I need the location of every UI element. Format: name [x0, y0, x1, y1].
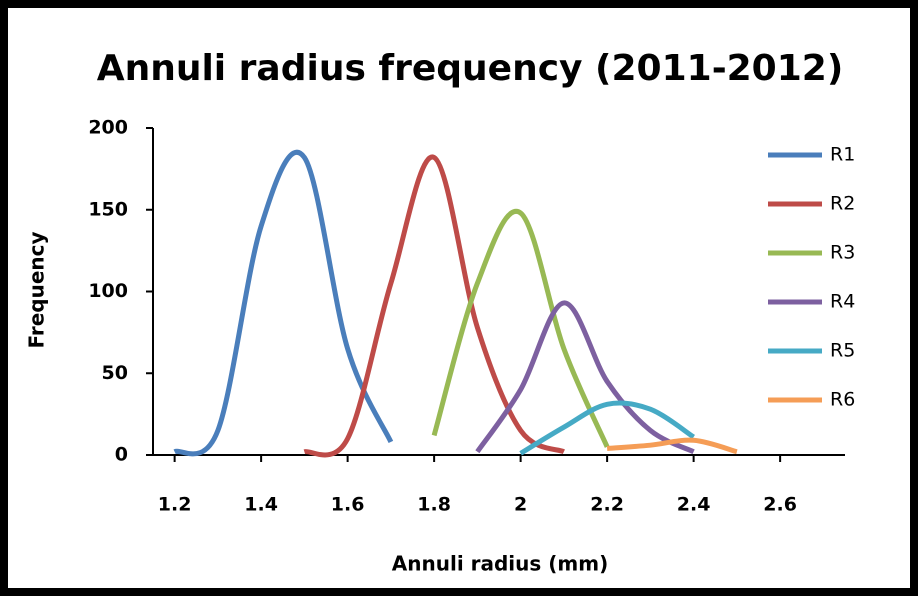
x-tick-label: 1.6	[331, 494, 365, 516]
legend-label: R3	[830, 242, 855, 264]
x-tick-label: 2.6	[763, 494, 797, 516]
legend-label: R5	[830, 340, 855, 362]
y-tick-label: 100	[88, 280, 128, 302]
y-tick-label: 150	[88, 198, 128, 220]
y-tick-label: 200	[88, 117, 128, 139]
legend-label: R6	[830, 389, 855, 411]
x-tick-label: 2.2	[590, 494, 624, 516]
legend-label: R2	[830, 193, 855, 215]
series-line	[519, 400, 696, 456]
legend-label: R4	[830, 291, 855, 313]
series-line	[606, 437, 738, 455]
x-tick-label: 2.4	[677, 494, 711, 516]
chart-title: Annuli radius frequency (2011-2012)	[97, 48, 844, 89]
legend-label: R1	[830, 144, 855, 166]
x-tick-label: 2	[514, 494, 527, 516]
series-line	[173, 149, 394, 457]
y-tick-label: 0	[115, 444, 128, 466]
y-tick-label: 50	[102, 362, 128, 384]
series-line	[475, 300, 695, 455]
x-tick-label: 1.4	[244, 494, 278, 516]
x-axis-label: Annuli radius (mm)	[392, 552, 608, 576]
x-tick-label: 1.2	[158, 494, 192, 516]
y-axis-label: Frequency	[25, 231, 49, 348]
series-line	[303, 154, 565, 458]
series-line	[431, 208, 610, 448]
x-tick-label: 1.8	[417, 494, 451, 516]
